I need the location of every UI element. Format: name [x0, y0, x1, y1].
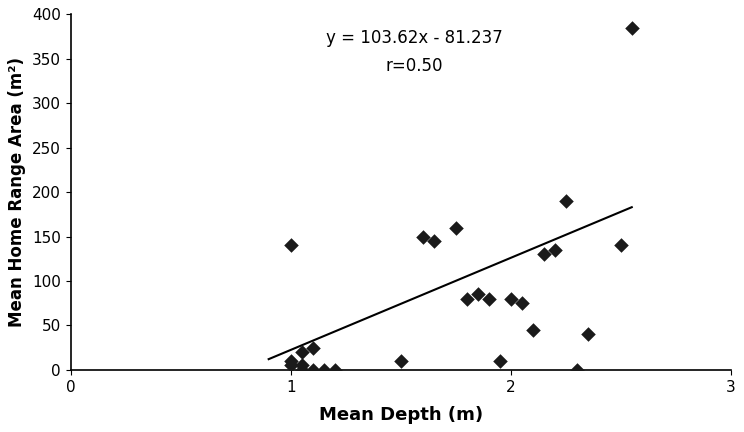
Point	[626, 24, 638, 31]
Point	[516, 300, 527, 307]
Point	[527, 327, 539, 334]
Point	[559, 197, 571, 204]
Point	[538, 251, 550, 258]
Point	[483, 295, 495, 302]
Point	[285, 362, 297, 369]
Point	[295, 349, 307, 356]
Point	[450, 224, 462, 231]
Text: y = 103.62x - 81.237: y = 103.62x - 81.237	[326, 29, 502, 47]
Y-axis label: Mean Home Range Area (m²): Mean Home Range Area (m²)	[8, 57, 26, 327]
Point	[582, 331, 594, 338]
Point	[571, 366, 583, 373]
Point	[285, 242, 297, 249]
Point	[417, 233, 429, 240]
Point	[428, 238, 440, 245]
Point	[504, 295, 516, 302]
Point	[329, 366, 341, 373]
Point	[285, 358, 297, 365]
Point	[307, 366, 318, 373]
Point	[295, 366, 307, 373]
X-axis label: Mean Depth (m): Mean Depth (m)	[318, 406, 483, 424]
Point	[615, 242, 626, 249]
Point	[295, 362, 307, 369]
Point	[472, 291, 484, 298]
Point	[549, 246, 561, 253]
Point	[461, 295, 472, 302]
Text: r=0.50: r=0.50	[385, 57, 443, 75]
Point	[318, 366, 330, 373]
Point	[494, 358, 506, 365]
Point	[307, 344, 318, 351]
Point	[395, 358, 407, 365]
